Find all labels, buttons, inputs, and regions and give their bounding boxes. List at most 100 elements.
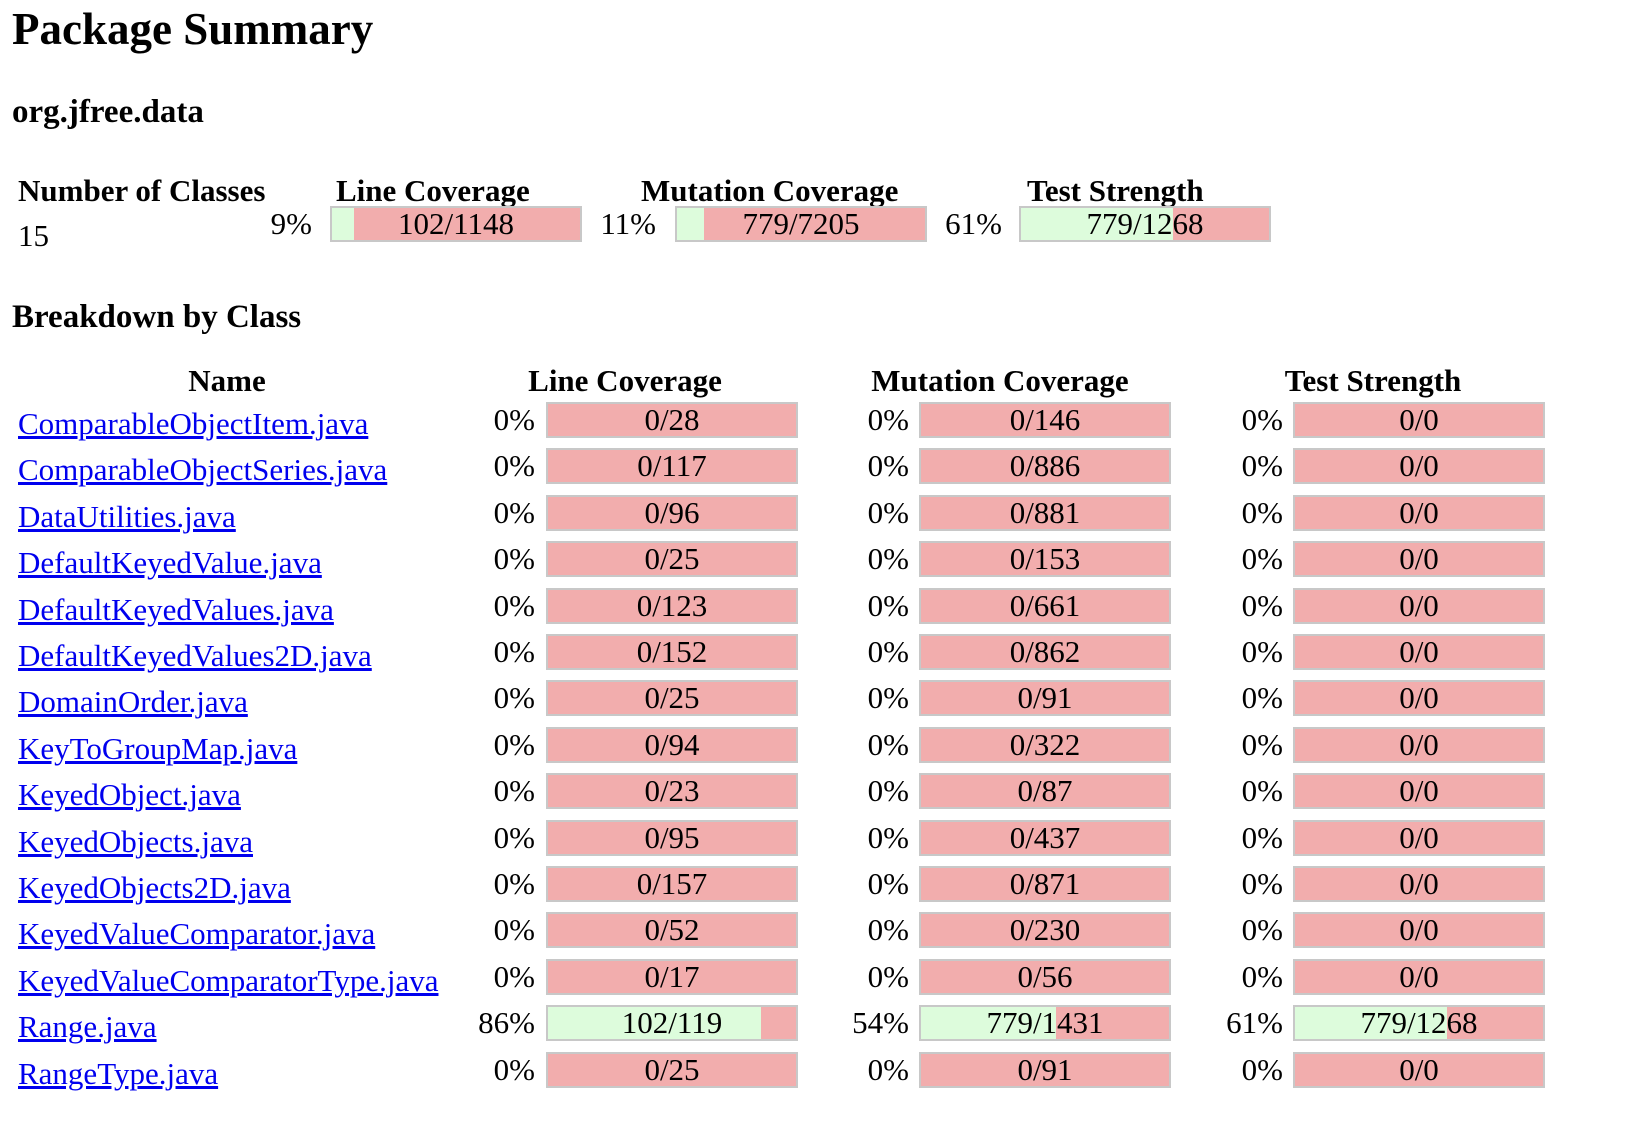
line-percent: 0% xyxy=(493,1051,535,1087)
class-link[interactable]: DefaultKeyedValue.java xyxy=(18,545,322,581)
test-strength-ratio: 0/0 xyxy=(1399,680,1439,716)
table-row: DomainOrder.java 0% 0/25 0% 0/91 0% 0/0 xyxy=(0,680,1628,726)
class-link[interactable]: ComparableObjectItem.java xyxy=(18,406,369,441)
strength-percent: 0% xyxy=(1241,634,1283,669)
line-percent: 0% xyxy=(493,680,535,716)
class-link[interactable]: RangeType.java xyxy=(18,1055,219,1091)
strength-percent: 0% xyxy=(1241,912,1283,948)
mutation-coverage-bar: 0/56 xyxy=(919,958,1171,995)
test-strength-ratio: 0/0 xyxy=(1399,541,1439,577)
line-percent: 0% xyxy=(493,494,535,530)
table-row: DefaultKeyedValues2D.java 0% 0/152 0% 0/862 0… xyxy=(0,634,1628,680)
test-strength-ratio: 0/0 xyxy=(1399,587,1439,623)
summary-mutation-ratio: 779/7205 xyxy=(742,206,860,241)
mutation-coverage-bar: 0/91 xyxy=(919,680,1171,717)
mutation-coverage-bar: 0/91 xyxy=(919,1051,1171,1088)
mutation-percent: 0% xyxy=(867,958,909,994)
mutation-coverage-bar: 0/322 xyxy=(919,726,1171,763)
strength-percent: 0% xyxy=(1241,773,1283,809)
line-percent: 0% xyxy=(493,866,535,901)
line-percent: 0% xyxy=(493,773,535,809)
summary-header-line: Line Coverage xyxy=(336,173,530,208)
test-strength-bar: 0/0 xyxy=(1293,726,1545,763)
test-strength-bar: 0/0 xyxy=(1293,912,1545,949)
mutation-coverage-bar: 0/661 xyxy=(919,587,1171,624)
mutation-percent: 0% xyxy=(867,773,909,809)
test-strength-bar: 0/0 xyxy=(1293,634,1545,670)
summary-mutation-bar: 779/7205 xyxy=(675,206,927,242)
mutation-coverage-bar: 0/153 xyxy=(919,541,1171,578)
class-link[interactable]: Range.java xyxy=(18,1009,157,1045)
class-link[interactable]: KeyedValueComparatorType.java xyxy=(18,962,439,998)
line-coverage-ratio: 0/25 xyxy=(644,680,700,716)
package-name: org.jfree.data xyxy=(12,94,204,130)
class-link[interactable]: ComparableObjectSeries.java xyxy=(18,452,388,488)
class-link[interactable]: DomainOrder.java xyxy=(18,684,248,720)
line-coverage-ratio: 0/152 xyxy=(636,634,708,669)
test-strength-ratio: 0/0 xyxy=(1399,494,1439,530)
line-coverage-ratio: 0/17 xyxy=(644,958,700,994)
class-link[interactable]: KeyedValueComparator.java xyxy=(18,916,376,952)
test-strength-bar: 0/0 xyxy=(1293,587,1545,624)
line-coverage-bar: 0/157 xyxy=(546,866,798,902)
strength-percent: 0% xyxy=(1241,448,1283,484)
summary-strength-ratio: 779/1268 xyxy=(1086,206,1204,241)
table-row: DefaultKeyedValue.java 0% 0/25 0% 0/153 0% 0/0 xyxy=(0,541,1628,587)
table-row: Range.java 86% 102/119 54% 779/1431 61% 779/12… xyxy=(0,1005,1628,1051)
mutation-percent: 0% xyxy=(867,819,909,855)
mutation-coverage-ratio: 0/91 xyxy=(1017,680,1073,716)
strength-percent: 0% xyxy=(1241,866,1283,901)
mutation-percent: 0% xyxy=(867,726,909,762)
column-header-name: Name xyxy=(188,363,266,398)
strength-percent: 0% xyxy=(1241,726,1283,762)
mutation-percent: 0% xyxy=(867,448,909,484)
table-row: KeyedValueComparatorType.java 0% 0/17 0% 0/5… xyxy=(0,958,1628,1005)
test-strength-bar: 0/0 xyxy=(1293,448,1545,485)
line-coverage-ratio: 102/119 xyxy=(621,1005,723,1041)
class-link[interactable]: KeyedObject.java xyxy=(18,777,241,813)
test-strength-bar: 0/0 xyxy=(1293,773,1545,810)
summary-line-percent: 9% xyxy=(270,206,312,241)
test-strength-bar: 0/0 xyxy=(1293,866,1545,902)
summary-strength-bar-fill xyxy=(1021,208,1174,240)
table-row: KeyToGroupMap.java 0% 0/94 0% 0/322 0% 0/0 xyxy=(0,726,1628,773)
strength-percent: 0% xyxy=(1241,402,1283,437)
class-link[interactable]: KeyedObjects2D.java xyxy=(18,870,291,905)
summary-strength-percent: 61% xyxy=(945,206,1002,241)
summary-line-bar-fill xyxy=(332,208,355,240)
class-link[interactable]: DataUtilities.java xyxy=(18,498,236,534)
strength-percent: 0% xyxy=(1241,494,1283,530)
line-coverage-ratio: 0/96 xyxy=(644,494,700,530)
summary-num-classes: 15 xyxy=(18,218,49,253)
strength-percent: 0% xyxy=(1241,680,1283,716)
line-coverage-bar: 102/119 xyxy=(546,1005,798,1042)
strength-percent: 0% xyxy=(1241,541,1283,577)
mutation-coverage-ratio: 0/881 xyxy=(1009,494,1081,530)
mutation-coverage-ratio: 0/661 xyxy=(1009,587,1081,623)
mutation-percent: 0% xyxy=(867,634,909,669)
class-link[interactable]: KeyToGroupMap.java xyxy=(18,730,298,766)
breakdown-title: Breakdown by Class xyxy=(12,299,302,335)
line-coverage-bar: 0/23 xyxy=(546,773,798,810)
line-coverage-ratio: 0/23 xyxy=(644,773,700,809)
strength-percent: 0% xyxy=(1241,587,1283,623)
class-link[interactable]: DefaultKeyedValues2D.java xyxy=(18,638,372,673)
line-coverage-ratio: 0/94 xyxy=(644,726,700,762)
line-coverage-bar: 0/17 xyxy=(546,958,798,995)
test-strength-ratio: 779/1268 xyxy=(1360,1005,1478,1041)
class-link[interactable]: KeyedObjects.java xyxy=(18,823,253,859)
test-strength-ratio: 0/0 xyxy=(1399,958,1439,994)
test-strength-ratio: 0/0 xyxy=(1399,402,1439,437)
line-percent: 0% xyxy=(493,587,535,623)
line-coverage-bar: 0/25 xyxy=(546,680,798,717)
line-coverage-ratio: 0/52 xyxy=(644,912,700,948)
line-coverage-ratio: 0/25 xyxy=(644,1051,700,1087)
test-strength-bar: 0/0 xyxy=(1293,541,1545,578)
mutation-coverage-ratio: 0/230 xyxy=(1009,912,1081,948)
class-link[interactable]: DefaultKeyedValues.java xyxy=(18,591,334,627)
mutation-coverage-ratio: 0/437 xyxy=(1009,819,1081,855)
line-coverage-ratio: 0/95 xyxy=(644,819,700,855)
mutation-coverage-bar: 0/871 xyxy=(919,866,1171,902)
table-row: ComparableObjectItem.java 0% 0/28 0% 0/146 0%… xyxy=(0,402,1628,448)
table-row: RangeType.java 0% 0/25 0% 0/91 0% 0/0 xyxy=(0,1051,1628,1098)
